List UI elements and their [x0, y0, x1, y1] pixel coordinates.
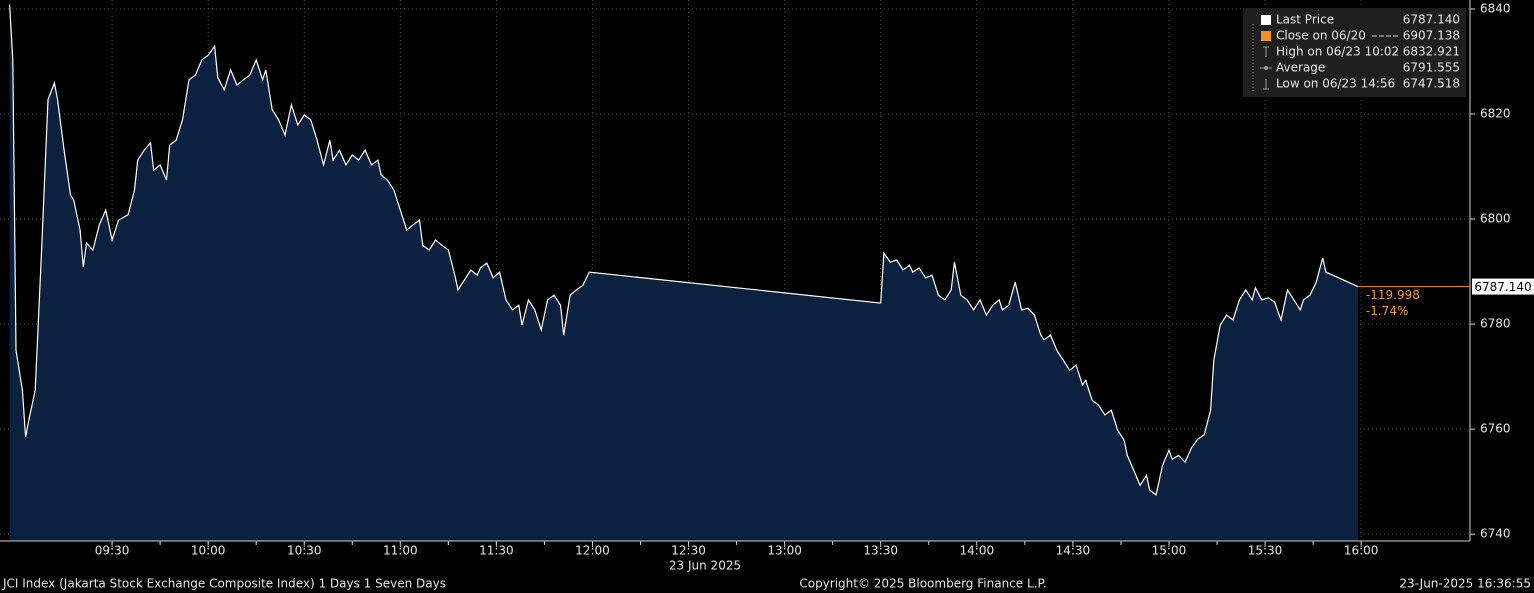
x-tick-label: 10:30: [287, 544, 322, 558]
x-tick-label: 15:00: [1152, 544, 1187, 558]
y-tick-label: 6820: [1480, 106, 1511, 120]
x-tick-label: 14:00: [960, 544, 995, 558]
x-tick-label: 11:00: [383, 544, 418, 558]
legend-swatch: [1261, 31, 1271, 41]
legend-swatch: [1264, 66, 1268, 70]
legend-value: 6791.555: [1403, 61, 1460, 75]
legend-box: [1243, 8, 1466, 97]
footer-timestamp: 23-Jun-2025 16:36:55: [1399, 577, 1531, 591]
footer-copyright: Copyright© 2025 Bloomberg Finance L.P.: [799, 577, 1046, 591]
legend-value: 6787.140: [1403, 13, 1460, 27]
x-tick-label: 11:30: [479, 544, 514, 558]
price-line: [9, 4, 1359, 496]
footer-title: JCI Index (Jakarta Stock Exchange Compos…: [2, 577, 446, 591]
legend-value: 6907.138: [1403, 29, 1460, 43]
x-tick-label: 12:30: [671, 544, 706, 558]
x-tick-label: 13:30: [863, 544, 898, 558]
x-tick-label: 14:30: [1056, 544, 1091, 558]
x-tick-label: 13:00: [767, 544, 802, 558]
legend-value: 6747.518: [1403, 77, 1460, 91]
legend-swatch: [1261, 15, 1271, 25]
legend-label: High on 06/23 10:02: [1276, 45, 1399, 59]
x-tick-label: 16:00: [1344, 544, 1379, 558]
legend-label: Low on 06/23 14:56: [1276, 77, 1395, 91]
last-price-label: 6787.140: [1474, 280, 1531, 294]
last-price-box: [1472, 278, 1534, 295]
legend-value: 6832.921: [1403, 45, 1460, 59]
legend-label: Close on 06/20: [1276, 29, 1366, 43]
x-tick-label: 12:00: [575, 544, 610, 558]
y-tick-label: 6740: [1480, 527, 1511, 541]
change-label: -119.998: [1366, 288, 1420, 302]
y-tick-label: 6840: [1480, 1, 1511, 15]
x-tick-label: 09:30: [95, 544, 130, 558]
x-axis-date: 23 Jun 2025: [669, 559, 741, 573]
y-tick-label: 6760: [1480, 422, 1511, 436]
legend-label: Average: [1276, 61, 1325, 75]
y-tick-label: 6800: [1480, 212, 1511, 226]
legend: Last Price 6787.140 Close on 06/20 6907.138…: [1243, 8, 1466, 97]
legend-label: Last Price: [1276, 13, 1334, 27]
y-tick-label: 6780: [1480, 317, 1511, 331]
x-tick-label: 15:30: [1248, 544, 1283, 558]
change-pct-label: -1.74%: [1366, 304, 1408, 318]
area: [9, 4, 1358, 541]
x-tick-label: 10:00: [191, 544, 226, 558]
